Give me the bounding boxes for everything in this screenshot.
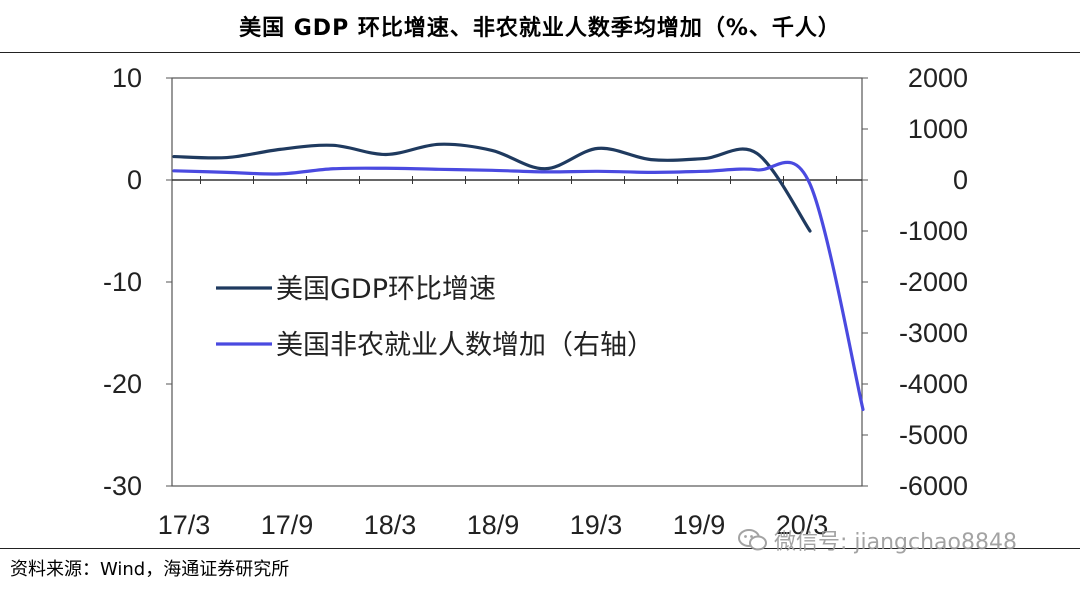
x-tick-label: 18/9 (467, 510, 520, 540)
x-tick-label: 19/9 (673, 510, 726, 540)
right-tick-label: 0 (953, 165, 968, 195)
chart-title: 美国 GDP 环比增速、非农就业人数季均增加（%、千人） (239, 16, 841, 41)
left-tick-label: -10 (103, 267, 142, 297)
wechat-icon (738, 529, 767, 551)
left-tick-label: 0 (127, 165, 142, 195)
watermark-text: 微信号: jiangchao8848 (774, 530, 1017, 555)
series-lines (172, 142, 865, 412)
series-line-1 (172, 142, 812, 233)
right-tick-label: -4000 (899, 369, 968, 399)
x-tick-label: 19/3 (570, 510, 623, 540)
title-bar: 美国 GDP 环比增速、非农就业人数季均增加（%、千人） (0, 0, 1080, 53)
left-tick-label: -20 (103, 369, 142, 399)
source-note: 资料来源：Wind，海通证券研究所 (10, 559, 290, 580)
right-tick-label: 1000 (908, 114, 968, 144)
left-axis: 10 0 -10 -20 -30 (103, 63, 172, 501)
right-tick-label: 2000 (908, 63, 968, 93)
watermark: 微信号: jiangchao8848 (738, 524, 1017, 556)
right-tick-label: -2000 (899, 267, 968, 297)
x-tick-label: 20/3 (776, 510, 829, 540)
legend-label: 美国非农就业人数增加（右轴） (276, 330, 654, 361)
zero-line (172, 176, 862, 184)
right-tick-label: -1000 (899, 216, 968, 246)
x-tick-label: 17/3 (158, 510, 211, 540)
left-tick-label: 10 (112, 63, 142, 93)
x-axis: 17/3 17/9 18/3 18/9 19/3 19/9 20/3 (158, 510, 829, 540)
x-tick-label: 18/3 (364, 510, 417, 540)
right-tick-label: -3000 (899, 318, 968, 348)
right-tick-label: -6000 (899, 471, 968, 501)
left-tick-label: -30 (103, 471, 142, 501)
legend-label: 美国GDP环比增速 (276, 274, 496, 305)
divider-line (0, 548, 1080, 549)
chart: 10 0 -10 -20 -30 2000 1000 0 -1000 -2000 -3000 -40… (103, 63, 968, 540)
right-tick-label: -5000 (899, 420, 968, 450)
right-axis: 2000 1000 0 -1000 -2000 -3000 -4000 -5000 -6000 (862, 63, 968, 501)
x-tick-label: 17/9 (261, 510, 314, 540)
